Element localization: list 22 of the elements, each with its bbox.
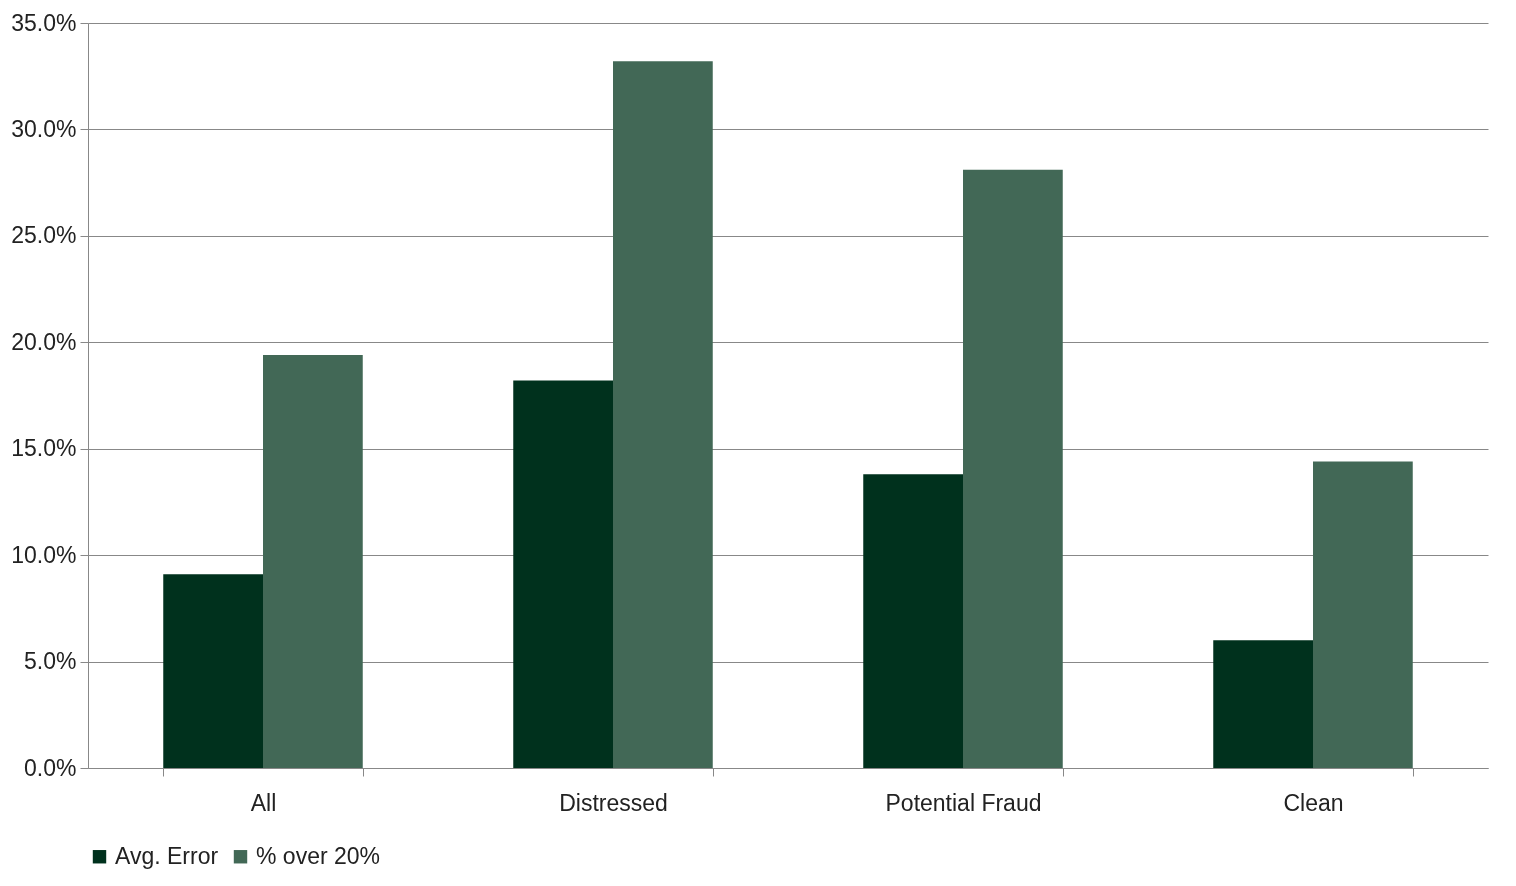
y-tick-label: 5.0% — [24, 648, 77, 675]
y-tick-label: 30.0% — [11, 115, 77, 142]
y-tick-label: 25.0% — [11, 222, 77, 249]
bar — [1313, 461, 1413, 768]
x-tick-label: Distressed — [559, 789, 668, 816]
y-tick-label: 35.0% — [11, 9, 77, 36]
x-tick-label: Clean — [1283, 789, 1344, 816]
bar — [163, 574, 263, 768]
y-tick-label: 20.0% — [11, 328, 77, 355]
bar — [1213, 640, 1313, 768]
legend-label: % over 20% — [256, 842, 381, 869]
x-tick-label: Potential Fraud — [885, 789, 1042, 816]
bar — [513, 380, 613, 768]
bar — [263, 355, 363, 768]
bar — [863, 474, 963, 768]
legend-label: Avg. Error — [115, 842, 219, 869]
y-tick-label: 15.0% — [11, 435, 77, 462]
y-tick-label: 0.0% — [24, 754, 77, 781]
x-tick-label: All — [250, 789, 277, 816]
bar — [613, 61, 713, 768]
y-tick-label: 10.0% — [11, 541, 77, 568]
bar — [963, 169, 1063, 768]
